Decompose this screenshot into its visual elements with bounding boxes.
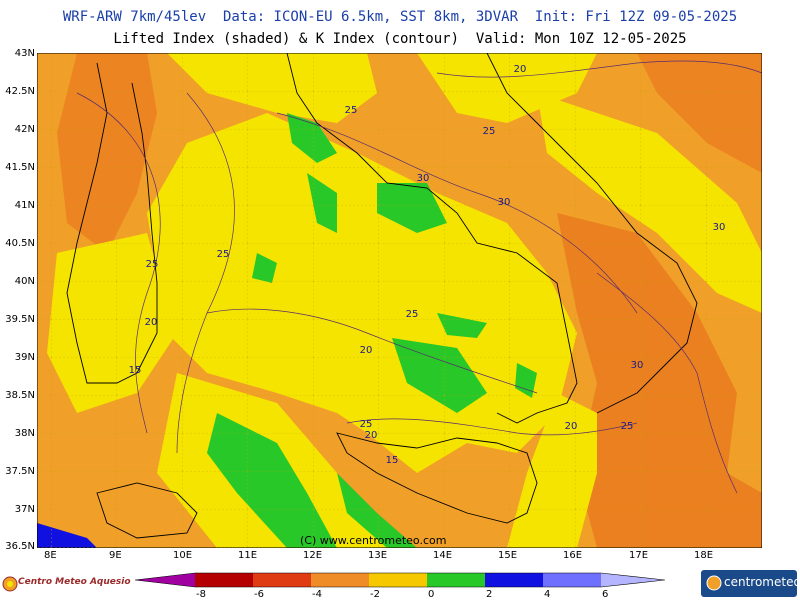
lon-label: 10E (173, 550, 193, 561)
lon-label: 14E (433, 550, 453, 561)
contour-label: 25 (345, 105, 358, 116)
lat-label: 40.5N (5, 238, 35, 249)
contour-label: 25 (406, 309, 419, 320)
logo-left-text: Centro Meteo Aquesio (18, 577, 131, 587)
lon-label: 12E (303, 550, 323, 561)
contour-label: 30 (631, 360, 644, 371)
contour-label: 25 (483, 126, 496, 137)
map-subtitle: Lifted Index (shaded) & K Index (contour… (113, 31, 687, 47)
lon-label: 18E (694, 550, 714, 561)
contour-label: 20 (565, 421, 578, 432)
lat-label: 41N (14, 200, 35, 211)
colorbar-tick: 6 (602, 589, 609, 600)
lon-label: 17E (629, 550, 649, 561)
contour-label: 25 (621, 421, 634, 432)
lifted-index-colorbar (135, 572, 665, 588)
contour-label: 25 (360, 419, 373, 430)
lat-label: 42N (14, 124, 35, 135)
colorbar-tick: 0 (428, 589, 435, 600)
colorbar-tick: -6 (254, 589, 264, 600)
contour-label: 20 (514, 64, 527, 75)
colorbar-tick: -2 (370, 589, 380, 600)
contour-label: 15 (386, 455, 399, 466)
colorbar-tick: 2 (486, 589, 493, 600)
lifted-index-map: 20 25 25 30 30 25 30 25 20 15 25 20 25 2… (37, 53, 762, 548)
lon-label: 8E (44, 550, 57, 561)
lon-label: 11E (238, 550, 258, 561)
lon-label: 16E (563, 550, 583, 561)
lon-label: 13E (368, 550, 388, 561)
lat-label: 39N (14, 352, 35, 363)
lat-label: 36.5N (5, 541, 35, 552)
contour-label: 15 (129, 365, 142, 376)
contour-label: 25 (217, 249, 230, 260)
colorbar-tick: 4 (544, 589, 551, 600)
contour-label: 20 (145, 317, 158, 328)
lat-label: 38.5N (5, 390, 35, 401)
logo-right-text: centrometeo (724, 575, 800, 589)
lat-label: 41.5N (5, 162, 35, 173)
centro-meteo-aquesio-logo (2, 576, 18, 592)
copyright-credit: (C) www.centrometeo.com (300, 534, 447, 547)
map-title: WRF-ARW 7km/45lev Data: ICON-EU 6.5km, S… (62, 9, 738, 25)
lat-label: 38N (14, 428, 35, 439)
contour-label: 30 (417, 173, 430, 184)
lat-label: 39.5N (5, 314, 35, 325)
lat-label: 40N (14, 276, 35, 287)
lat-label: 37N (14, 504, 35, 515)
logo-globe-icon (706, 575, 722, 591)
contour-label: 30 (713, 222, 726, 233)
contour-label: 25 (146, 259, 159, 270)
lon-label: 15E (498, 550, 518, 561)
contour-label: 30 (498, 197, 511, 208)
lat-label: 43N (14, 48, 35, 59)
colorbar-tick: -4 (312, 589, 322, 600)
colorbar-tick: -8 (196, 589, 206, 600)
lat-label: 37.5N (5, 466, 35, 477)
lon-label: 9E (109, 550, 122, 561)
contour-label: 20 (360, 345, 373, 356)
lat-label: 42.5N (5, 86, 35, 97)
contour-label: 20 (365, 430, 378, 441)
